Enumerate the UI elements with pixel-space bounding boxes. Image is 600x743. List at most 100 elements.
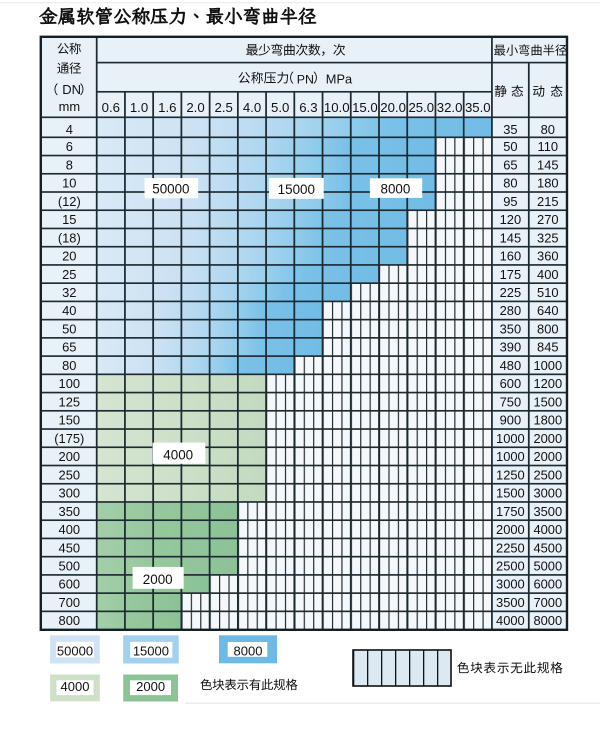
svg-text:2.5: 2.5 [215,100,233,115]
svg-text:15000: 15000 [133,644,169,659]
svg-text:2000: 2000 [533,431,562,446]
svg-text:200: 200 [59,449,81,464]
svg-text:1750: 1750 [496,504,525,519]
svg-text:350: 350 [59,504,81,519]
svg-text:750: 750 [500,394,522,409]
svg-text:8: 8 [66,157,73,172]
svg-text:80: 80 [541,122,555,137]
svg-text:150: 150 [59,413,81,428]
svg-text:8000: 8000 [381,182,411,197]
svg-text:15.0: 15.0 [352,100,378,115]
svg-text:225: 225 [500,285,522,300]
svg-text:4000: 4000 [163,448,193,463]
svg-text:1.0: 1.0 [130,100,148,115]
svg-text:20: 20 [62,249,76,264]
svg-text:5000: 5000 [533,559,562,574]
svg-text:32: 32 [62,285,76,300]
svg-text:845: 845 [537,340,559,355]
svg-text:2000: 2000 [533,449,562,464]
svg-text:700: 700 [59,595,81,610]
svg-text:4000: 4000 [496,613,525,628]
svg-text:510: 510 [537,285,559,300]
svg-text:4500: 4500 [533,540,562,555]
svg-text:500: 500 [59,559,81,574]
svg-text:10: 10 [62,176,76,191]
svg-text:2.0: 2.0 [186,100,204,115]
svg-text:50: 50 [503,139,517,154]
svg-text:900: 900 [500,413,522,428]
svg-text:50000: 50000 [57,644,93,659]
svg-text:4.0: 4.0 [243,100,261,115]
svg-text:180: 180 [537,176,559,191]
svg-text:1800: 1800 [533,413,562,428]
svg-text:6.3: 6.3 [299,100,317,115]
svg-text:600: 600 [500,376,522,391]
svg-text:110: 110 [538,139,559,154]
svg-text:65: 65 [503,157,517,172]
svg-text:10.0: 10.0 [324,100,350,115]
svg-text:215: 215 [537,194,559,209]
svg-text:2500: 2500 [533,467,562,482]
svg-text:3000: 3000 [496,577,525,592]
svg-text:2500: 2500 [496,559,525,574]
svg-text:15: 15 [62,212,76,227]
svg-text:0.6: 0.6 [102,100,120,115]
svg-text:100: 100 [59,376,81,391]
svg-text:800: 800 [537,321,559,336]
svg-text:25.0: 25.0 [408,100,434,115]
svg-text:6: 6 [66,139,73,154]
svg-text:15000: 15000 [278,182,315,197]
svg-text:3500: 3500 [496,595,525,610]
svg-text:270: 270 [537,212,559,227]
svg-text:160: 160 [500,249,522,264]
svg-text:(12): (12) [58,194,81,209]
svg-text:(18): (18) [58,230,81,245]
svg-text:8000: 8000 [234,644,263,659]
svg-text:50: 50 [62,321,76,336]
svg-text:600: 600 [59,577,81,592]
svg-text:1250: 1250 [496,467,525,482]
svg-text:4000: 4000 [61,679,90,694]
svg-text:120: 120 [500,212,522,227]
svg-text:40: 40 [62,303,76,318]
svg-text:35.0: 35.0 [465,100,491,115]
svg-text:2000: 2000 [496,522,525,537]
svg-text:800: 800 [59,613,81,628]
svg-text:1000: 1000 [496,449,525,464]
svg-text:250: 250 [59,467,81,482]
svg-text:175: 175 [500,267,522,282]
svg-text:4000: 4000 [533,522,562,537]
svg-text:50000: 50000 [152,181,189,196]
svg-text:5.0: 5.0 [271,100,289,115]
svg-text:32.0: 32.0 [437,100,463,115]
svg-text:390: 390 [500,340,522,355]
svg-text:145: 145 [500,230,522,245]
svg-text:125: 125 [59,394,81,409]
svg-text:1.6: 1.6 [158,100,176,115]
svg-text:65: 65 [62,340,76,355]
svg-text:480: 480 [500,358,522,373]
svg-text:7000: 7000 [533,595,562,610]
svg-text:DN: DN [62,82,81,97]
svg-text:20.0: 20.0 [380,100,406,115]
svg-text:(175): (175) [54,431,84,446]
svg-text:mm: mm [59,99,80,114]
svg-text:350: 350 [500,321,522,336]
svg-text:360: 360 [537,249,559,264]
svg-text:325: 325 [537,230,559,245]
svg-text:145: 145 [537,157,559,172]
svg-text:3000: 3000 [533,486,562,501]
svg-text:300: 300 [59,486,81,501]
svg-text:3500: 3500 [533,504,562,519]
svg-text:1200: 1200 [533,376,562,391]
svg-text:2000: 2000 [143,572,173,587]
svg-text:1500: 1500 [533,394,562,409]
svg-text:8000: 8000 [533,613,562,628]
svg-text:6000: 6000 [533,577,562,592]
svg-text:80: 80 [503,176,517,191]
svg-text:4: 4 [66,122,73,137]
svg-text:1000: 1000 [533,358,562,373]
svg-text:MPa: MPa [326,71,353,86]
svg-text:400: 400 [537,267,559,282]
svg-text:80: 80 [62,358,76,373]
